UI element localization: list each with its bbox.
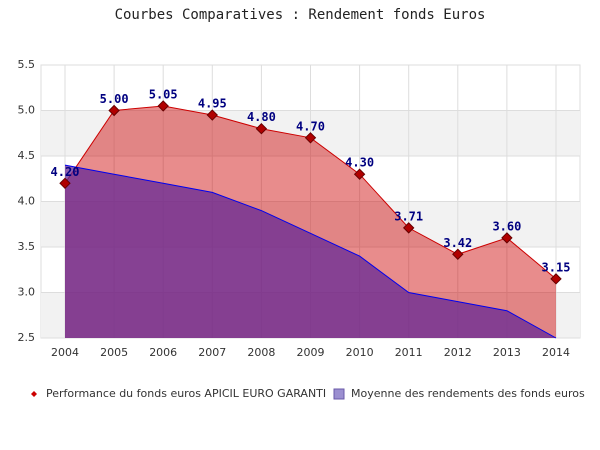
value-label: 5.00 xyxy=(100,92,129,106)
x-tick-label: 2013 xyxy=(493,346,521,359)
y-tick-label: 5.5 xyxy=(18,58,36,71)
marker xyxy=(255,122,268,135)
marker xyxy=(206,109,219,121)
y-tick-label: 3.0 xyxy=(18,286,36,299)
y-tick-label: 4.0 xyxy=(18,195,36,208)
y-tick-label: 2.5 xyxy=(18,331,36,344)
value-label: 5.05 xyxy=(149,87,178,101)
x-tick-label: 2014 xyxy=(542,346,570,359)
value-label: 3.60 xyxy=(492,219,521,233)
chart-title: Courbes Comparatives : Rendement fonds E… xyxy=(115,7,486,23)
x-tick-label: 2007 xyxy=(198,346,226,359)
x-tick-label: 2010 xyxy=(346,346,374,359)
value-label: 3.15 xyxy=(542,260,571,274)
marker xyxy=(353,168,366,180)
marker xyxy=(550,273,562,285)
x-tick-label: 2009 xyxy=(297,346,325,359)
y-tick-label: 5.0 xyxy=(18,104,36,117)
value-label: 4.30 xyxy=(345,156,374,170)
value-label: 3.42 xyxy=(443,236,472,250)
x-tick-label: 2008 xyxy=(247,346,275,359)
legend-marker xyxy=(333,388,345,400)
line xyxy=(64,164,557,339)
value-label: 4.80 xyxy=(247,110,276,124)
value-label: 3.71 xyxy=(394,209,423,223)
marker xyxy=(157,100,169,112)
marker xyxy=(402,222,415,234)
marker xyxy=(59,177,71,190)
x-tick-label: 2005 xyxy=(100,346,128,359)
x-tick-label: 2004 xyxy=(51,346,79,359)
x-tick-label: 2006 xyxy=(149,346,177,359)
marker xyxy=(108,104,120,117)
x-tick-label: 2012 xyxy=(444,346,472,359)
x-tick-label: 2011 xyxy=(395,346,423,359)
marker xyxy=(452,248,464,260)
y-tick-label: 4.5 xyxy=(18,149,36,162)
y-tick-label: 3.5 xyxy=(18,240,36,253)
value-label: 4.20 xyxy=(51,165,80,179)
legend-marker xyxy=(31,391,37,397)
legend-label: Moyenne des rendements des fonds euros xyxy=(351,387,585,400)
area-fill xyxy=(65,165,556,338)
marker xyxy=(501,232,513,244)
value-label: 4.70 xyxy=(296,119,325,133)
marker xyxy=(304,132,317,144)
legend-label: Performance du fonds euros APICIL EURO G… xyxy=(46,387,326,400)
value-label: 4.95 xyxy=(198,97,227,111)
